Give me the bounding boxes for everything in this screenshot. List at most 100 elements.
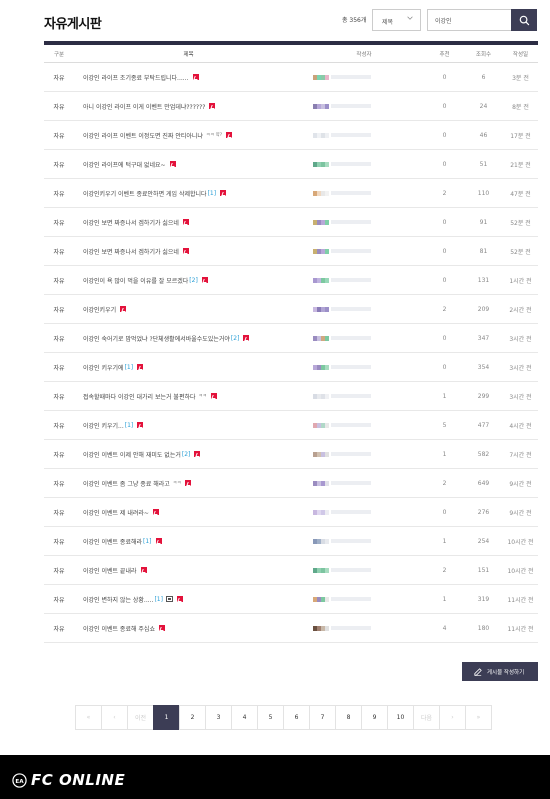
write-post-button[interactable]: 게시물 작성하기	[462, 662, 538, 681]
table-row[interactable]: 자유 이강인 이벤트 좀 그냥 종료 해라고 ㅋㅋ 2 649 9시간 전	[44, 469, 538, 498]
post-title-link[interactable]: 이강인 라이프에 턱구대 없네요~	[83, 161, 166, 169]
row-author[interactable]	[303, 625, 425, 631]
row-author[interactable]	[303, 335, 425, 341]
page-4-button[interactable]: 4	[231, 705, 258, 730]
post-title-link[interactable]: 이강인 키우기에	[83, 364, 124, 372]
row-author[interactable]	[303, 364, 425, 370]
row-title[interactable]: 이강인 이벤트 끝내라	[74, 566, 303, 575]
row-title[interactable]: 이강인 키우기에 [1]	[74, 363, 303, 372]
last-page-button[interactable]: »	[465, 705, 492, 730]
row-author[interactable]	[303, 451, 425, 457]
row-author[interactable]	[303, 509, 425, 515]
row-title[interactable]: 이강인이 욕 많이 먹을 이유를 잘 모르겠다 [2]	[74, 276, 303, 285]
post-title-link[interactable]: 이강인이 욕 많이 먹을 이유를 잘 모르겠다	[83, 277, 189, 285]
post-title-link[interactable]: 이강인 이벤트 끝내라	[83, 567, 137, 575]
row-title[interactable]: 이강인 라이프에 턱구대 없네요~	[74, 160, 303, 169]
page-1-button[interactable]: 1	[153, 705, 180, 730]
row-title[interactable]: 이강인 이벤트 종료해라 [1]	[74, 537, 303, 546]
row-title[interactable]: 이강인 변하지 않는 상황..... [1]	[74, 595, 303, 604]
table-row[interactable]: 자유 이강인 이벤트 종료해라 [1] 1 254 10시간 전	[44, 527, 538, 556]
row-title[interactable]: 이강인키우기	[74, 305, 303, 314]
post-title-link[interactable]: 이강인 이벤트 제 내려라~	[83, 509, 149, 517]
row-title[interactable]: 이강인 라이프 이벤트 이정도면 진짜 안티아니냐 ㅋㅋ 약?	[74, 131, 303, 140]
post-title-link[interactable]: 이강인 보면 짜증나서 겜하기가 싫으네	[83, 248, 179, 256]
table-row[interactable]: 자유 이강인 숙어기로 맘먹었냐 ?단체생활에서바울수도있는거야 [2] 0 347 3시…	[44, 324, 538, 353]
page-7-button[interactable]: 7	[309, 705, 336, 730]
table-row[interactable]: 자유 이강인키우기 이벤트 종료안하면 게임 삭제합니다 [1] 2 110 47분 전	[44, 179, 538, 208]
next-page-button[interactable]: ›	[439, 705, 466, 730]
table-row[interactable]: 자유 이강인 보면 짜증나서 겜하기가 싫으네 0 81 52분 전	[44, 237, 538, 266]
table-row[interactable]: 자유 이강인 보면 짜증나서 겜하기가 싫으네 0 91 52분 전	[44, 208, 538, 237]
page-8-button[interactable]: 8	[335, 705, 362, 730]
table-row[interactable]: 자유 이강인키우기 2 209 2시간 전	[44, 295, 538, 324]
post-title-link[interactable]: 이강인키우기 이벤트 종료안하면 게임 삭제합니다	[83, 190, 207, 198]
row-author[interactable]	[303, 219, 425, 225]
table-row[interactable]: 자유 아니 이강인 라이프 이게 이벤트 만업데냐?????? 0 24 8분 전	[44, 92, 538, 121]
search-button[interactable]	[511, 9, 537, 31]
row-title[interactable]: 이강인 이벤트 이제 안해 재미도 없는거 [2]	[74, 450, 303, 459]
row-author[interactable]	[303, 277, 425, 283]
page-10-button[interactable]: 10	[387, 705, 414, 730]
post-title-link[interactable]: 이강인 숙어기로 맘먹었냐 ?단체생활에서바울수도있는거야	[83, 335, 230, 343]
row-title[interactable]: 이강인 이벤트 종료해 주십쇼	[74, 624, 303, 633]
row-title[interactable]: 이강인 보면 짜증나서 겜하기가 싫으네	[74, 218, 303, 227]
table-row[interactable]: 자유 이강인이 욕 많이 먹을 이유를 잘 모르겠다 [2] 0 131 1시간 전	[44, 266, 538, 295]
page-5-button[interactable]: 5	[257, 705, 284, 730]
page-3-button[interactable]: 3	[205, 705, 232, 730]
row-title[interactable]: 이강인 이벤트 제 내려라~	[74, 508, 303, 517]
page-6-button[interactable]: 6	[283, 705, 310, 730]
row-author[interactable]	[303, 422, 425, 428]
row-author[interactable]	[303, 190, 425, 196]
row-title[interactable]: 이강인키우기 이벤트 종료안하면 게임 삭제합니다 [1]	[74, 189, 303, 198]
post-title-link[interactable]: 이강인 라이프 이벤트 이정도면 진짜 안티아니냐	[83, 132, 203, 140]
first-page-button[interactable]: «	[75, 705, 102, 730]
post-title-link[interactable]: 아니 이강인 라이프 이게 이벤트 만업데냐??????	[83, 103, 206, 111]
table-row[interactable]: 자유 이강인 라이프에 턱구대 없네요~ 0 51 21분 전	[44, 150, 538, 179]
post-title-link[interactable]: 이강인 보면 짜증나서 겜하기가 싫으네	[83, 219, 179, 227]
row-title[interactable]: 이강인 키우기... [1]	[74, 421, 303, 430]
search-input[interactable]	[427, 9, 511, 31]
search-type-select[interactable]: 제목	[372, 9, 421, 31]
row-author[interactable]	[303, 248, 425, 254]
table-row[interactable]: 자유 이강인 라이프 조기종료 부탁드립니다...... 0 6 3분 전	[44, 63, 538, 92]
fc-online-logo[interactable]: EA FC ONLINE	[12, 771, 125, 789]
table-row[interactable]: 자유 이강인 라이프 이벤트 이정도면 진짜 안티아니냐 ㅋㅋ 약? 0 46 17분 전	[44, 121, 538, 150]
post-title-link[interactable]: 이강인 이벤트 종료해라	[83, 538, 143, 546]
row-author[interactable]	[303, 306, 425, 312]
table-row[interactable]: 자유 이강인 이벤트 제 내려라~ 0 276 9시간 전	[44, 498, 538, 527]
row-author[interactable]	[303, 567, 425, 573]
table-row[interactable]: 자유 이강인 이벤트 끝내라 2 151 10시간 전	[44, 556, 538, 585]
table-row[interactable]: 자유 이강인 키우기... [1] 5 477 4시간 전	[44, 411, 538, 440]
row-title[interactable]: 이강인 숙어기로 맘먹었냐 ?단체생활에서바울수도있는거야 [2]	[74, 334, 303, 343]
post-title-link[interactable]: 이강인키우기	[83, 306, 117, 314]
post-title-link[interactable]: 접속할때마다 이강인 대가리 보는거 불편하다	[83, 393, 196, 401]
row-title[interactable]: 이강인 이벤트 좀 그냥 종료 해라고 ㅋㅋ	[74, 479, 303, 488]
row-author[interactable]	[303, 596, 425, 602]
row-author[interactable]	[303, 74, 425, 80]
table-row[interactable]: 자유 이강인 키우기에 [1] 0 354 3시간 전	[44, 353, 538, 382]
row-title[interactable]: 이강인 라이프 조기종료 부탁드립니다......	[74, 73, 303, 82]
table-row[interactable]: 자유 이강인 변하지 않는 상황..... [1] 1 319 11시간 전	[44, 585, 538, 614]
post-title-link[interactable]: 이강인 이벤트 이제 안해 재미도 없는거	[83, 451, 181, 459]
table-row[interactable]: 자유 접속할때마다 이강인 대가리 보는거 불편하다 ㅋㅋ 1 299 3시간 전	[44, 382, 538, 411]
row-author[interactable]	[303, 103, 425, 109]
post-title-link[interactable]: 이강인 이벤트 종료해 주십쇼	[83, 625, 155, 633]
post-title-link[interactable]: 이강인 라이프 조기종료 부탁드립니다......	[83, 74, 189, 82]
post-title-link[interactable]: 이강인 변하지 않는 상황.....	[83, 596, 154, 604]
row-author[interactable]	[303, 393, 425, 399]
row-author[interactable]	[303, 480, 425, 486]
prev-label-button[interactable]: 이전	[127, 705, 154, 730]
page-9-button[interactable]: 9	[361, 705, 388, 730]
row-title[interactable]: 아니 이강인 라이프 이게 이벤트 만업데냐??????	[74, 102, 303, 111]
page-2-button[interactable]: 2	[179, 705, 206, 730]
row-author[interactable]	[303, 132, 425, 138]
post-title-link[interactable]: 이강인 키우기...	[83, 422, 124, 430]
table-row[interactable]: 자유 이강인 이벤트 이제 안해 재미도 없는거 [2] 1 582 7시간 전	[44, 440, 538, 469]
next-label-button[interactable]: 다음	[413, 705, 440, 730]
table-row[interactable]: 자유 이강인 이벤트 종료해 주십쇼 4 180 11시간 전	[44, 614, 538, 643]
post-title-link[interactable]: 이강인 이벤트 좀 그냥 종료 해라고	[83, 480, 170, 488]
row-title[interactable]: 이강인 보면 짜증나서 겜하기가 싫으네	[74, 247, 303, 256]
row-author[interactable]	[303, 161, 425, 167]
prev-page-button[interactable]: ‹	[101, 705, 128, 730]
row-author[interactable]	[303, 538, 425, 544]
